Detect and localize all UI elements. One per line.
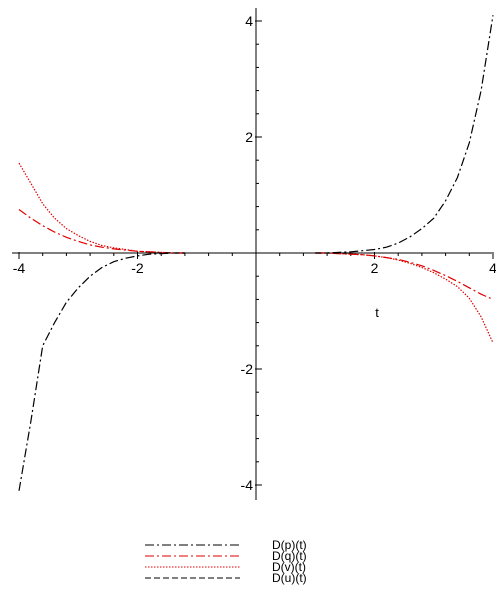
series-line — [18, 162, 185, 254]
legend-label: D(p)(t) — [272, 538, 307, 552]
y-tick-label: 2 — [245, 129, 253, 145]
x-tick-label: -4 — [13, 260, 26, 276]
legend-label: D(q)(t) — [272, 549, 307, 563]
series-dqt — [18, 209, 494, 300]
axis-tick-labels: -4 -2 2 4 -4 -2 2 4 — [13, 13, 496, 493]
series-line — [315, 252, 494, 300]
series-line — [315, 252, 494, 344]
x-tick-label: 2 — [371, 260, 379, 276]
series-dvt — [18, 162, 494, 344]
y-tick-label: -4 — [241, 477, 254, 493]
series-lines — [18, 15, 494, 491]
legend-label: D(u)(t) — [272, 571, 307, 585]
x-tick-label: -2 — [131, 260, 144, 276]
legend: D(p)(t)D(q)(t)D(v)(t)D(u)(t) — [145, 538, 307, 585]
series-line — [18, 252, 185, 491]
x-tick-label: 4 — [489, 260, 496, 276]
y-tick-label: -2 — [241, 361, 254, 377]
x-axis-label: t — [375, 305, 379, 320]
series-line — [18, 209, 185, 254]
y-tick-label: 4 — [245, 13, 253, 29]
legend-label: D(v)(t) — [272, 560, 306, 574]
series-dpt — [18, 15, 494, 491]
series-line — [315, 15, 494, 254]
